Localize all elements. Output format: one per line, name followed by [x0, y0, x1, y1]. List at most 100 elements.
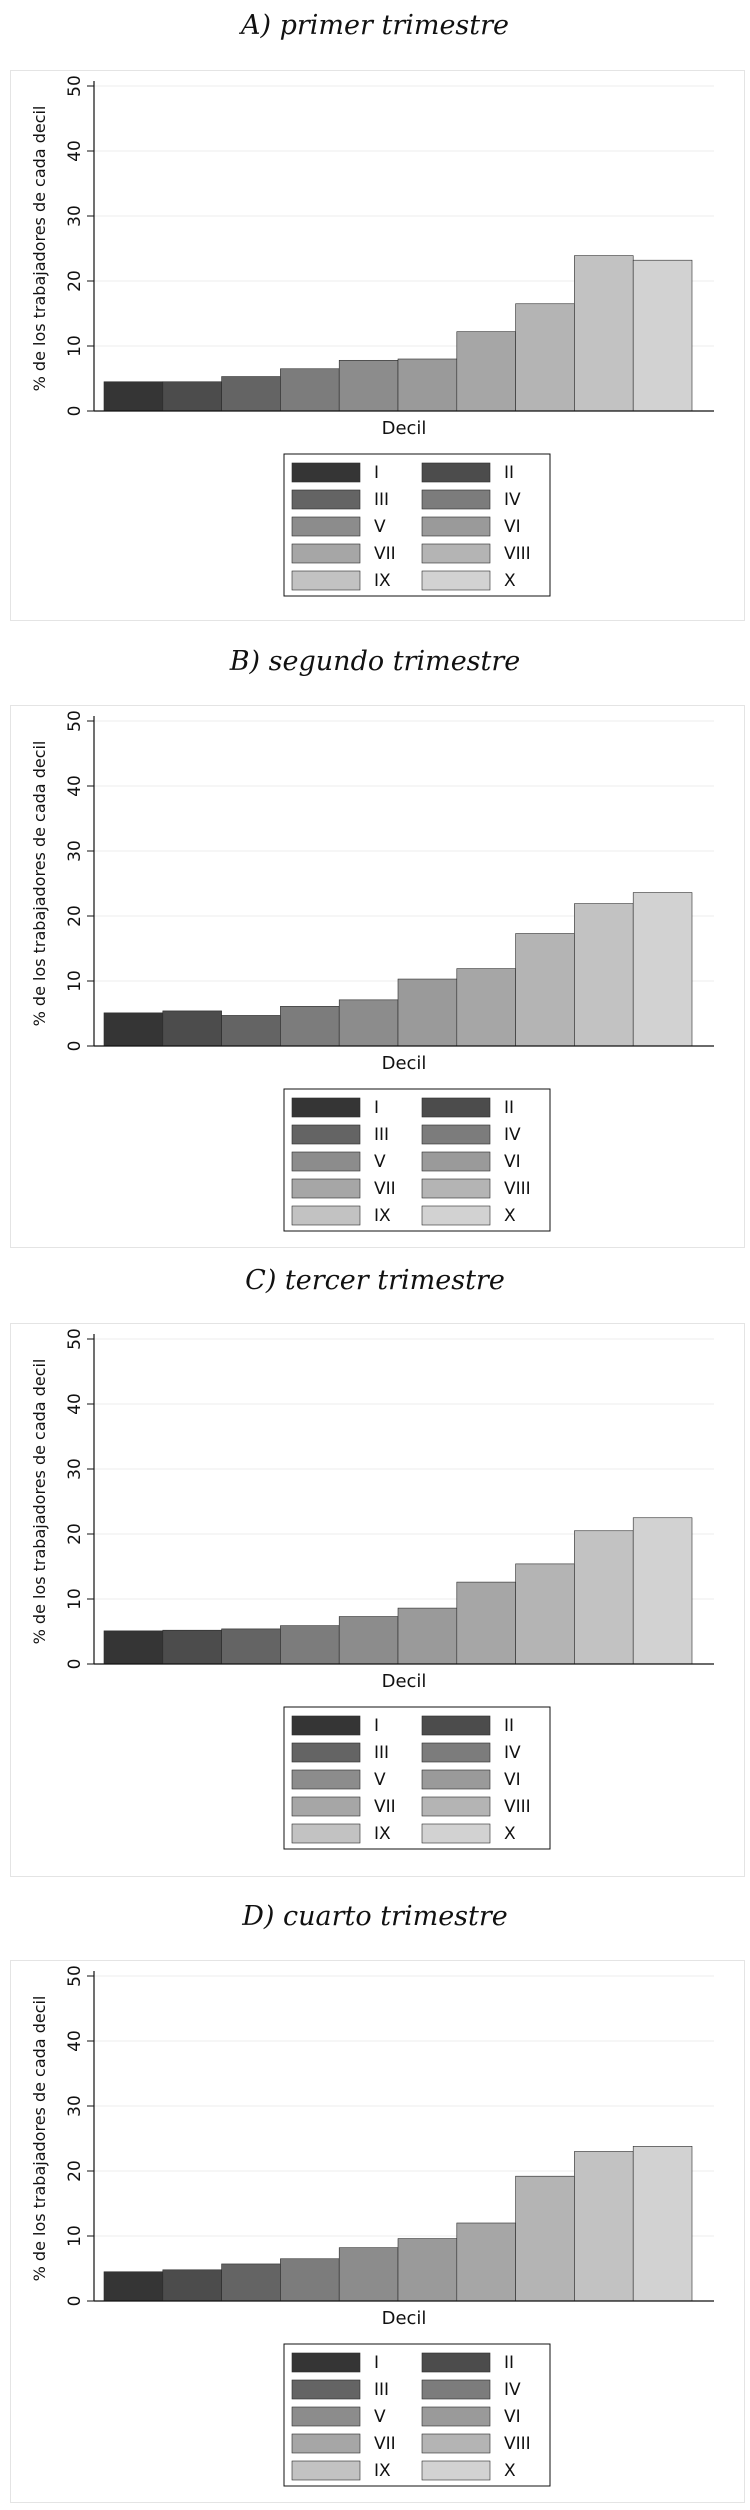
y-axis-label: % de los trabajadores de cada decil: [30, 1996, 49, 2282]
bar: [574, 903, 634, 1047]
legend-swatch: [291, 2379, 361, 2400]
bar: [456, 2222, 516, 2302]
bar: [221, 1628, 281, 1665]
bar: [162, 1010, 222, 1047]
y-tick-label: 0: [65, 2296, 85, 2307]
bar: [103, 1630, 164, 1665]
legend-label: VIII: [504, 544, 531, 564]
bar: [162, 1629, 222, 1665]
legend-swatch: [421, 489, 491, 510]
bar: [397, 2238, 458, 2302]
legend-label: III: [374, 490, 389, 510]
legend-label: IX: [374, 2461, 391, 2481]
bar: [280, 2258, 340, 2302]
legend-swatch: [291, 1742, 361, 1763]
legend-label: I: [374, 2353, 379, 2373]
bar-chart: 0 10 20 30 40 50 % de los trabajadores de cada…: [30, 1965, 714, 2487]
y-axis-label: % de los trabajadores de cada decil: [30, 106, 49, 392]
legend-label: IV: [504, 1125, 521, 1145]
bar: [515, 1563, 575, 1665]
legend-swatch: [421, 2352, 491, 2373]
bar: [338, 359, 399, 412]
legend-label: II: [504, 1098, 514, 1118]
legend-label: II: [504, 2353, 514, 2373]
legend-swatch: [291, 1205, 361, 1226]
y-tick-label: 50: [65, 1965, 85, 1987]
y-tick-label: 40: [65, 1393, 85, 1415]
legend-label: VI: [504, 1152, 521, 1172]
legend-swatch: [291, 2460, 361, 2481]
legend-label: X: [504, 571, 516, 591]
y-tick-label: 20: [65, 270, 85, 292]
bar: [515, 303, 575, 412]
legend-label: X: [504, 1824, 516, 1844]
bar: [397, 1607, 458, 1665]
legend-swatch: [421, 1769, 491, 1790]
legend-swatch: [291, 1151, 361, 1172]
legend-swatch: [421, 570, 491, 591]
legend-label: IV: [504, 2380, 521, 2400]
legend-label: IV: [504, 1743, 521, 1763]
legend-swatch: [421, 516, 491, 537]
panel-title: A) primer trimestre: [240, 10, 510, 41]
chart-panel-a: 0 10 20 30 40 50 % de los trabajadores de cada…: [10, 70, 745, 621]
legend-label: VII: [374, 544, 396, 564]
x-axis-label: Decil: [382, 2308, 427, 2329]
legend-label: VIII: [504, 1797, 531, 1817]
legend-swatch: [421, 543, 491, 564]
x-axis-label: Decil: [382, 1671, 427, 1692]
chart-panel-c: 0 10 20 30 40 50 % de los trabajadores de cada…: [10, 1323, 745, 1877]
legend-label: VII: [374, 1797, 396, 1817]
legend-swatch: [291, 1769, 361, 1790]
bar-chart: 0 10 20 30 40 50 % de los trabajadores de cada…: [30, 1328, 714, 1850]
bar-chart: 0 10 20 30 40 50 % de los trabajadores de cada…: [30, 710, 714, 1232]
legend-swatch: [291, 570, 361, 591]
legend-swatch: [291, 2406, 361, 2427]
legend-label: VII: [374, 2434, 396, 2454]
y-tick-label: 50: [65, 1328, 85, 1350]
legend-label: V: [374, 1770, 386, 1790]
legend-swatch: [421, 1823, 491, 1844]
y-tick-label: 10: [65, 335, 85, 357]
y-tick-label: 30: [65, 2095, 85, 2117]
bar: [632, 259, 693, 412]
bar: [221, 1015, 281, 1047]
bar: [515, 933, 575, 1047]
legend-label: I: [374, 1098, 379, 1118]
legend-swatch: [421, 462, 491, 483]
legend-label: IX: [374, 1824, 391, 1844]
legend-swatch: [421, 2460, 491, 2481]
legend-label: VIII: [504, 2434, 531, 2454]
y-tick-label: 40: [65, 2030, 85, 2052]
legend-swatch: [291, 489, 361, 510]
y-tick-label: 40: [65, 775, 85, 797]
legend-label: I: [374, 1716, 379, 1736]
legend-swatch: [291, 462, 361, 483]
legend-swatch: [291, 1823, 361, 1844]
y-tick-label: 10: [65, 2225, 85, 2247]
legend-swatch: [421, 2433, 491, 2454]
legend-label: III: [374, 1125, 389, 1145]
bar: [338, 1616, 399, 1665]
legend-label: IX: [374, 571, 391, 591]
x-axis-label: Decil: [382, 1053, 427, 1074]
legend-swatch: [291, 516, 361, 537]
bar: [162, 381, 222, 412]
y-tick-label: 30: [65, 840, 85, 862]
y-tick-label: 50: [65, 75, 85, 97]
y-axis-label: % de los trabajadores de cada decil: [30, 741, 49, 1027]
bar: [338, 2247, 399, 2302]
legend-swatch: [291, 2433, 361, 2454]
legend-swatch: [421, 1715, 491, 1736]
y-tick-label: 30: [65, 205, 85, 227]
legend-label: II: [504, 463, 514, 483]
legend-swatch: [291, 2352, 361, 2373]
legend-swatch: [291, 1715, 361, 1736]
bar: [221, 2263, 281, 2302]
legend-label: III: [374, 2380, 389, 2400]
legend-label: VI: [504, 517, 521, 537]
y-tick-label: 0: [65, 1659, 85, 1670]
legend-swatch: [421, 2379, 491, 2400]
legend-label: VI: [504, 2407, 521, 2427]
legend-swatch: [421, 1097, 491, 1118]
